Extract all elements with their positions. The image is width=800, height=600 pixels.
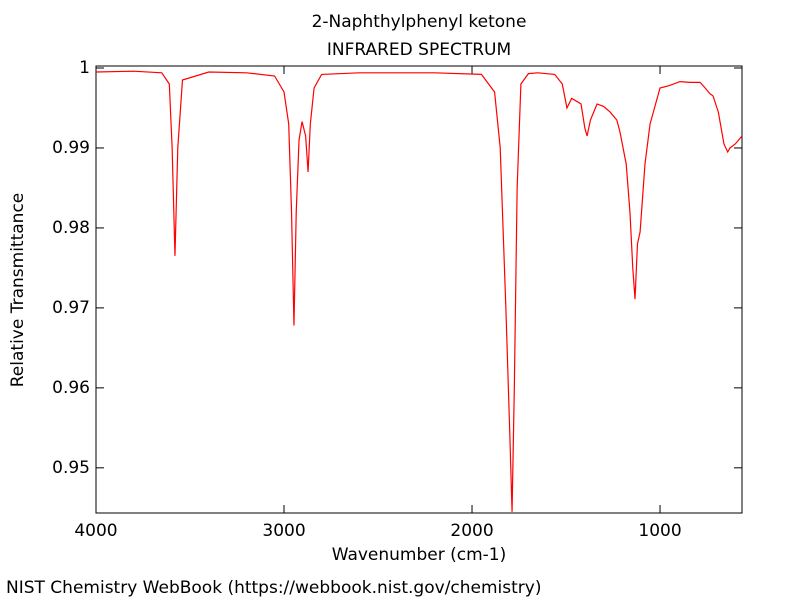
- x-tick-label: 1000: [638, 521, 681, 541]
- chart-title: 2-Naphthylphenyl ketone: [312, 12, 527, 32]
- spectrum-line: [95, 70, 743, 512]
- y-tick-label: 0.96: [52, 378, 90, 398]
- x-axis-label: Wavenumber (cm-1): [332, 545, 507, 565]
- x-tick-label: 2000: [450, 521, 493, 541]
- chart-subtitle: INFRARED SPECTRUM: [327, 40, 511, 60]
- footer: NIST Chemistry WebBook (https://webbook.…: [6, 578, 541, 598]
- plot-frame: [95, 65, 743, 514]
- x-tick-label: 4000: [74, 521, 117, 541]
- x-tick-label: 3000: [262, 521, 305, 541]
- y-tick-label: 0.97: [52, 298, 90, 318]
- y-tick-label: 1: [79, 58, 90, 78]
- y-tick-label: 0.99: [52, 138, 90, 158]
- y-tick-label: 0.95: [52, 458, 90, 478]
- y-tick-label: 0.98: [52, 218, 90, 238]
- y-axis-label: Relative Transmittance: [8, 193, 28, 388]
